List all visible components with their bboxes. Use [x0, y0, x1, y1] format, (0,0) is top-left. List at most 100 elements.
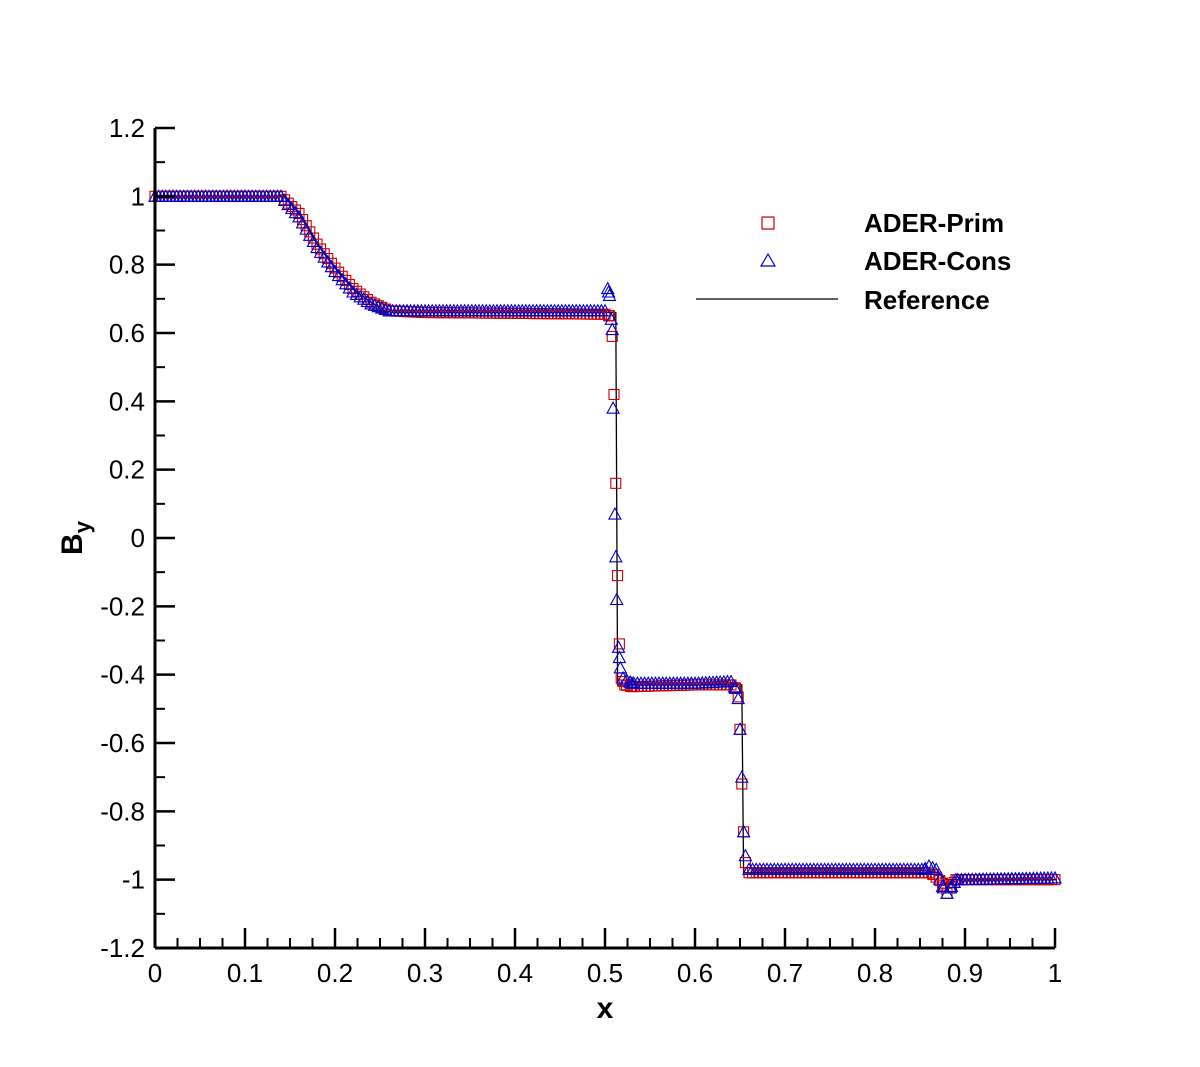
- cons-point: [602, 288, 617, 301]
- x-axis-title: x: [597, 992, 614, 1025]
- cons-point: [606, 401, 621, 414]
- x-tick-label: 0.2: [317, 958, 353, 988]
- prim-point: [509, 307, 521, 319]
- x-tick-label: 1: [1048, 958, 1062, 988]
- ader-cons-series: [148, 189, 1062, 899]
- prim-point: [505, 307, 517, 319]
- prim-point: [527, 307, 539, 320]
- x-tick-label: 0.3: [407, 958, 443, 988]
- prim-point: [736, 778, 748, 790]
- x-tick-label: 0.4: [497, 958, 533, 988]
- prim-point: [300, 220, 312, 232]
- cons-point: [619, 672, 634, 686]
- legend-prim-marker: [761, 216, 775, 230]
- legend-reference-label: Reference: [864, 285, 990, 315]
- cons-point: [918, 861, 933, 875]
- y-tick-label: -0.8: [100, 796, 145, 826]
- cons-point: [731, 691, 746, 705]
- x-tick-label: 0.7: [767, 958, 803, 988]
- prim-point: [613, 638, 625, 650]
- prim-point: [612, 570, 624, 582]
- y-axis-title-main: B: [56, 533, 89, 555]
- y-tick-label: 0.6: [109, 318, 145, 348]
- prim-point: [664, 680, 676, 692]
- x-tick-label: 0.9: [947, 958, 983, 988]
- cons-point: [922, 858, 936, 872]
- cons-point: [932, 872, 947, 885]
- prim-point: [307, 232, 319, 244]
- y-tick-label: -0.4: [100, 660, 145, 690]
- x-tick-label: 0.8: [857, 958, 893, 988]
- axes: -1.2 -1 -0.8 -0.6 -0.4 -0.2 0 0.2 0.4 0.6 0.8 1 1.2 0…: [100, 113, 1062, 988]
- cons-point: [616, 670, 630, 684]
- cons-point: [605, 322, 620, 336]
- prim-point: [1049, 874, 1061, 886]
- cons-point: [346, 284, 360, 298]
- cons-point: [371, 299, 386, 313]
- prim-point: [930, 871, 942, 883]
- prim-point: [608, 388, 620, 401]
- cons-point: [360, 294, 375, 308]
- cons-point: [736, 824, 751, 838]
- cons-point: [738, 848, 753, 862]
- prim-point: [498, 307, 510, 319]
- cons-point: [299, 221, 314, 235]
- prim-point: [513, 307, 525, 319]
- cons-point: [598, 303, 612, 317]
- cons-point: [374, 300, 389, 314]
- x-tick-label: 0.5: [587, 958, 623, 988]
- y-tick-label: 0.4: [109, 386, 145, 416]
- prim-point: [653, 680, 665, 692]
- prim-point: [660, 680, 672, 692]
- cons-point: [292, 209, 306, 223]
- cons-point: [623, 675, 638, 688]
- y-axis-title: By: [56, 520, 95, 555]
- cons-point: [613, 660, 628, 674]
- prim-point: [304, 226, 316, 238]
- cons-point: [364, 296, 378, 310]
- prim-point: [657, 680, 669, 692]
- x-tick-label: 0: [148, 958, 162, 988]
- prim-point: [491, 307, 503, 319]
- legend-cons-marker: [759, 252, 777, 267]
- cons-point: [367, 298, 382, 311]
- cons-point: [733, 722, 747, 735]
- y-tick-label: -1.2: [100, 933, 145, 963]
- cons-point: [608, 549, 623, 563]
- prim-point: [297, 214, 309, 226]
- x-tick-label: 0.6: [677, 958, 713, 988]
- legend: ADER-Prim ADER-Cons Reference: [696, 208, 1011, 315]
- prim-point: [502, 307, 514, 319]
- y-tick-label: 0.2: [109, 455, 145, 485]
- y-tick-label: 1: [131, 181, 145, 211]
- legend-cons-label: ADER-Cons: [864, 246, 1011, 276]
- cons-point: [612, 650, 627, 664]
- cons-point: [734, 770, 749, 783]
- svg-text:By: By: [56, 520, 95, 555]
- cons-point: [349, 287, 364, 300]
- cons-point: [728, 681, 743, 694]
- cons-point: [929, 862, 944, 875]
- prim-point: [516, 307, 528, 319]
- cons-point: [356, 292, 371, 305]
- prim-point: [495, 307, 507, 319]
- y-tick-label: -0.6: [100, 728, 145, 758]
- prim-point: [523, 307, 535, 320]
- y-tick-label: -1: [122, 865, 145, 895]
- legend-prim-label: ADER-Prim: [864, 208, 1004, 238]
- y-tick-label: 0.8: [109, 250, 145, 280]
- cons-point: [601, 284, 616, 298]
- y-tick-label: -0.2: [100, 591, 145, 621]
- cons-point: [302, 228, 317, 241]
- y-tick-label: 0: [131, 523, 145, 553]
- cons-point: [353, 289, 368, 303]
- prim-point: [606, 330, 618, 342]
- cons-point: [306, 234, 321, 247]
- cons-point: [295, 215, 310, 229]
- prim-point: [610, 477, 622, 489]
- cons-point: [1048, 870, 1062, 884]
- cons-point: [925, 860, 940, 874]
- y-tick-label: 1.2: [109, 113, 145, 143]
- cons-point: [607, 506, 622, 520]
